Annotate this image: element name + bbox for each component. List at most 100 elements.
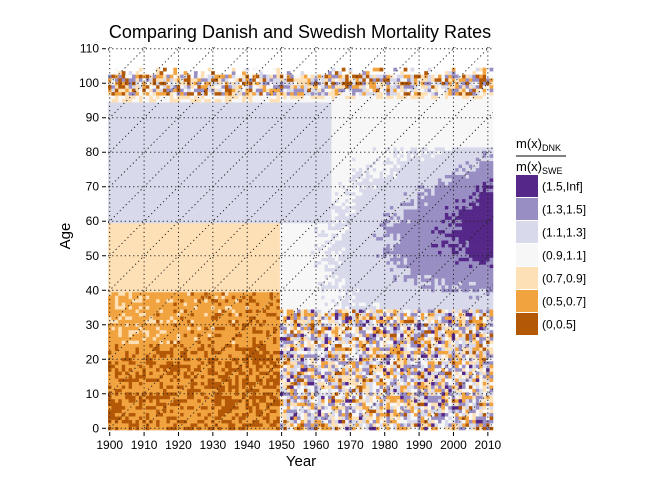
heatmap-cell bbox=[173, 423, 177, 427]
heatmap-cell bbox=[204, 78, 208, 82]
heatmap-cell bbox=[129, 275, 133, 279]
heatmap-cell bbox=[249, 292, 253, 296]
heatmap-cell bbox=[232, 133, 236, 137]
heatmap-cell bbox=[191, 247, 195, 251]
heatmap-cell bbox=[239, 92, 243, 96]
heatmap-cell bbox=[125, 402, 129, 406]
heatmap-cell bbox=[156, 85, 160, 89]
heatmap-cell bbox=[166, 306, 170, 310]
heatmap-cell bbox=[166, 213, 170, 217]
heatmap-cell bbox=[129, 109, 133, 113]
heatmap-cell bbox=[153, 420, 157, 424]
heatmap-cell bbox=[204, 396, 208, 400]
heatmap-cell bbox=[218, 102, 222, 106]
heatmap-cell bbox=[270, 178, 274, 182]
heatmap-cell bbox=[160, 402, 164, 406]
heatmap-cell bbox=[153, 354, 157, 358]
heatmap-cell bbox=[160, 399, 164, 403]
heatmap-cell bbox=[232, 275, 236, 279]
heatmap-cell bbox=[228, 389, 232, 393]
heatmap-cell bbox=[208, 168, 212, 172]
heatmap-cell bbox=[235, 271, 239, 275]
heatmap-cell bbox=[208, 340, 212, 344]
heatmap-cell bbox=[115, 423, 119, 427]
heatmap-cell bbox=[201, 361, 205, 365]
heatmap-cell bbox=[266, 361, 270, 365]
heatmap-cell bbox=[136, 75, 140, 79]
heatmap-cell bbox=[218, 382, 222, 386]
heatmap-cell bbox=[122, 299, 126, 303]
heatmap-cell bbox=[139, 364, 143, 368]
heatmap-cell bbox=[242, 389, 246, 393]
heatmap-cell bbox=[266, 420, 270, 424]
heatmap-cell bbox=[239, 306, 243, 310]
heatmap-cell bbox=[160, 202, 164, 206]
heatmap-cell bbox=[249, 361, 253, 365]
heatmap-cell bbox=[197, 99, 201, 103]
heatmap-cell bbox=[115, 233, 119, 237]
heatmap-cell bbox=[129, 192, 133, 196]
heatmap-cell bbox=[173, 413, 177, 417]
heatmap-cell bbox=[146, 330, 150, 334]
heatmap-cell bbox=[118, 316, 122, 320]
heatmap-cell bbox=[132, 99, 136, 103]
heatmap-cell bbox=[122, 230, 126, 234]
heatmap-cell bbox=[118, 133, 122, 137]
heatmap-cell bbox=[187, 106, 191, 110]
heatmap-cell bbox=[149, 278, 153, 282]
heatmap-cell bbox=[218, 313, 222, 317]
heatmap-cell bbox=[208, 213, 212, 217]
heatmap-cell bbox=[160, 178, 164, 182]
heatmap-cell bbox=[246, 237, 250, 241]
heatmap-cell bbox=[173, 147, 177, 151]
heatmap-cell bbox=[139, 230, 143, 234]
heatmap-cell bbox=[136, 278, 140, 282]
heatmap-cell bbox=[111, 299, 115, 303]
heatmap-cell bbox=[173, 278, 177, 282]
heatmap-cell bbox=[180, 178, 184, 182]
heatmap-cell bbox=[201, 123, 205, 127]
heatmap-cell bbox=[156, 154, 160, 158]
heatmap-cell bbox=[142, 88, 146, 92]
heatmap-cell bbox=[242, 344, 246, 348]
heatmap-cell bbox=[256, 368, 260, 372]
heatmap-cell bbox=[187, 233, 191, 237]
heatmap-cell bbox=[204, 240, 208, 244]
heatmap-cell bbox=[173, 313, 177, 317]
heatmap-cell bbox=[242, 78, 246, 82]
heatmap-cell bbox=[136, 92, 140, 96]
heatmap-cell bbox=[225, 119, 229, 123]
heatmap-cell bbox=[263, 257, 267, 261]
heatmap-cell bbox=[111, 123, 115, 127]
heatmap-cell bbox=[266, 247, 270, 251]
heatmap-cell bbox=[111, 88, 115, 92]
heatmap-cell bbox=[218, 182, 222, 186]
heatmap-cell bbox=[153, 361, 157, 365]
heatmap-cell bbox=[191, 202, 195, 206]
heatmap-cell bbox=[129, 251, 133, 255]
heatmap-cell bbox=[187, 385, 191, 389]
heatmap-cell bbox=[166, 271, 170, 275]
heatmap-cell bbox=[263, 371, 267, 375]
heatmap-cell bbox=[239, 382, 243, 386]
heatmap-cell bbox=[118, 396, 122, 400]
heatmap-cell bbox=[225, 382, 229, 386]
heatmap-cell bbox=[191, 164, 195, 168]
heatmap-cell bbox=[139, 344, 143, 348]
heatmap-cell bbox=[122, 123, 126, 127]
heatmap-cell bbox=[194, 389, 198, 393]
heatmap-cell bbox=[191, 347, 195, 351]
heatmap-cell bbox=[242, 309, 246, 313]
heatmap-cell bbox=[201, 351, 205, 355]
heatmap-cell bbox=[232, 402, 236, 406]
heatmap-cell bbox=[218, 340, 222, 344]
heatmap-cell bbox=[256, 261, 260, 265]
heatmap-cell bbox=[197, 309, 201, 313]
heatmap-cell bbox=[163, 88, 167, 92]
heatmap-cell bbox=[170, 188, 174, 192]
heatmap-cell bbox=[259, 347, 263, 351]
heatmap-cell bbox=[225, 209, 229, 213]
heatmap-cell bbox=[118, 261, 122, 265]
heatmap-cell bbox=[242, 68, 246, 72]
heatmap-cell bbox=[197, 202, 201, 206]
